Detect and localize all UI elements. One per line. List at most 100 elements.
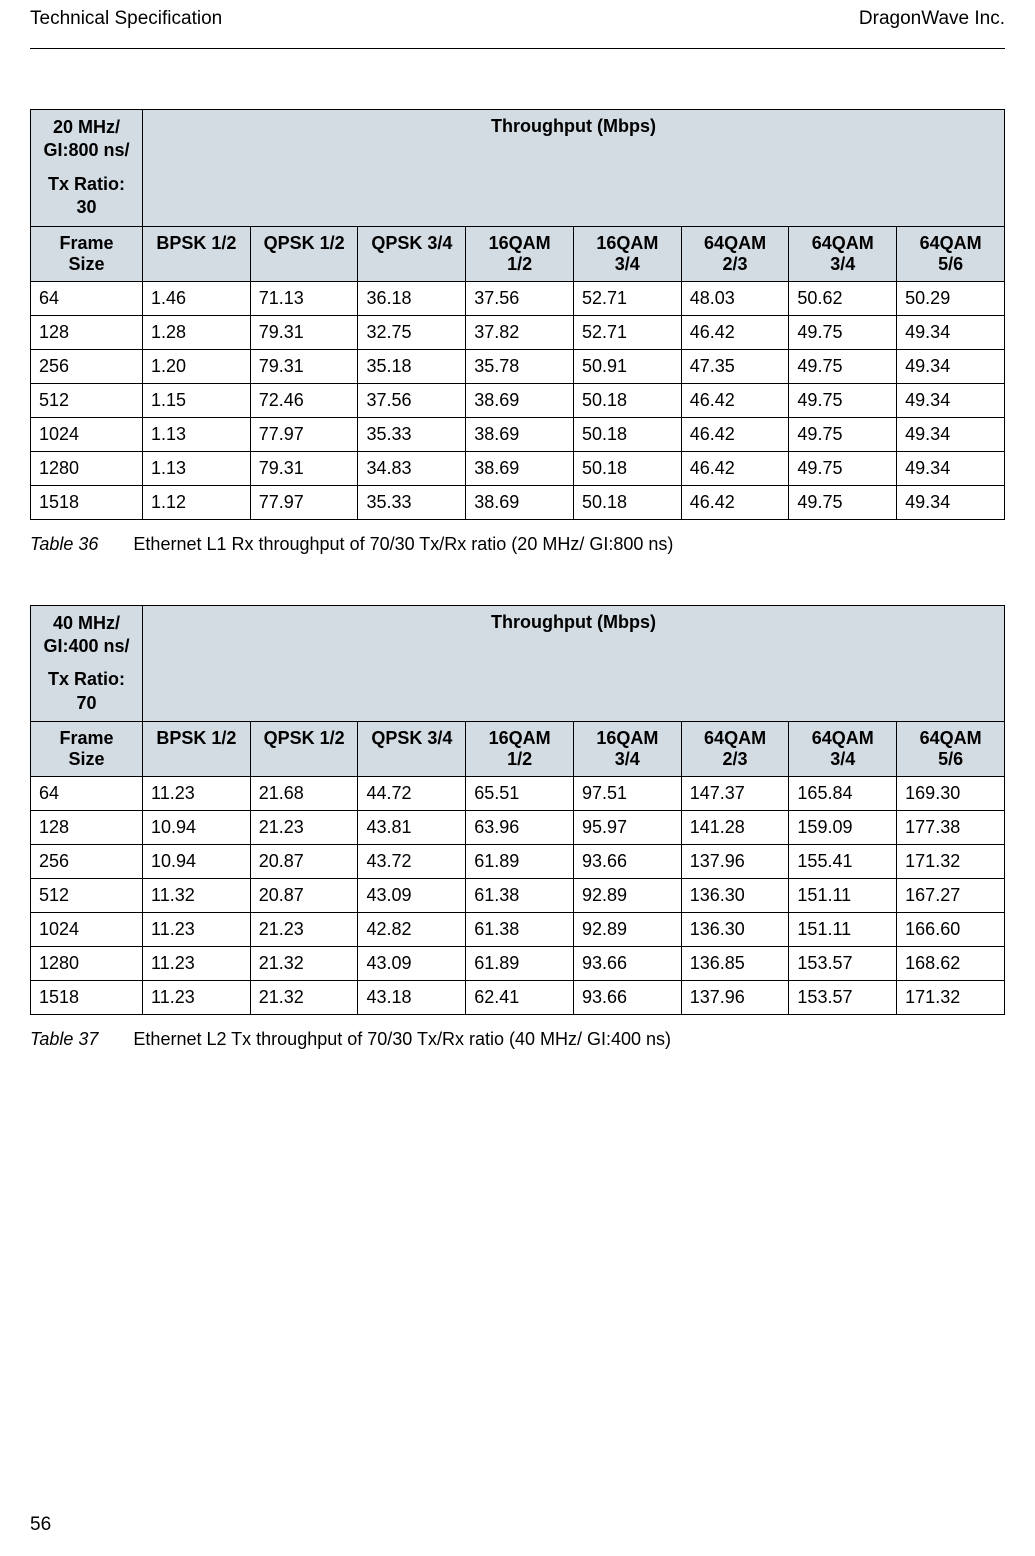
table-cell: 165.84 [789, 777, 897, 811]
table-cell: 20.87 [250, 879, 358, 913]
col-header: 64QAM 2/3 [681, 722, 789, 777]
table-row: 12810.9421.2343.8163.9695.97141.28159.09… [31, 811, 1005, 845]
table-cell: 147.37 [681, 777, 789, 811]
table-cell: 49.34 [897, 383, 1005, 417]
table-cell: 35.33 [358, 417, 466, 451]
table-37-caption: Table 37 Ethernet L2 Tx throughput of 70… [30, 1029, 1005, 1050]
col-header: QPSK 1/2 [250, 226, 358, 281]
table-cell: 36.18 [358, 281, 466, 315]
table-cell: 43.18 [358, 981, 466, 1015]
table-cell: 11.23 [143, 947, 251, 981]
table-36: 20 MHz/ GI:800 ns/ Tx Ratio: 30 Throughp… [30, 109, 1005, 520]
caption-label: Table 37 [30, 1029, 98, 1049]
table-cell: 32.75 [358, 315, 466, 349]
table-36-caption: Table 36 Ethernet L1 Rx throughput of 70… [30, 534, 1005, 555]
col-header: 64QAM 3/4 [789, 226, 897, 281]
table-cell: 43.09 [358, 879, 466, 913]
table-cell: 21.23 [250, 913, 358, 947]
col-header: 16QAM 1/2 [466, 722, 574, 777]
col-header: QPSK 3/4 [358, 722, 466, 777]
table-cell: 49.34 [897, 451, 1005, 485]
table-cell: 256 [31, 845, 143, 879]
col-header: 16QAM 3/4 [573, 226, 681, 281]
table-cell: 50.18 [573, 383, 681, 417]
header-rule [30, 48, 1005, 49]
table-cell: 50.62 [789, 281, 897, 315]
caption-text: Ethernet L1 Rx throughput of 70/30 Tx/Rx… [133, 534, 673, 554]
table-cell: 167.27 [897, 879, 1005, 913]
table-cell: 153.57 [789, 947, 897, 981]
table-cell: 1.20 [143, 349, 251, 383]
table-cell: 38.69 [466, 451, 574, 485]
table-cell: 49.34 [897, 315, 1005, 349]
table-cell: 512 [31, 879, 143, 913]
table-cell: 1.13 [143, 451, 251, 485]
table-cell: 136.85 [681, 947, 789, 981]
col-header: 16QAM 1/2 [466, 226, 574, 281]
table-cell: 77.97 [250, 485, 358, 519]
col-header: 64QAM 3/4 [789, 722, 897, 777]
table-cell: 97.51 [573, 777, 681, 811]
page-number: 56 [30, 1514, 51, 1536]
table-cell: 46.42 [681, 485, 789, 519]
table-cell: 64 [31, 281, 143, 315]
table-row: 2561.2079.3135.1835.7850.9147.3549.7549.… [31, 349, 1005, 383]
table-row: 5121.1572.4637.5638.6950.1846.4249.7549.… [31, 383, 1005, 417]
table-cell: 50.18 [573, 451, 681, 485]
col-header: 64QAM 2/3 [681, 226, 789, 281]
table-cell: 151.11 [789, 879, 897, 913]
col-header: 64QAM 5/6 [897, 226, 1005, 281]
table-cell: 37.56 [358, 383, 466, 417]
table-cell: 128 [31, 811, 143, 845]
table-cell: 65.51 [466, 777, 574, 811]
table-cell: 64 [31, 777, 143, 811]
table-cell: 46.42 [681, 451, 789, 485]
table-cell: 77.97 [250, 417, 358, 451]
table-row: 25610.9420.8743.7261.8993.66137.96155.41… [31, 845, 1005, 879]
table-row: 128011.2321.3243.0961.8993.66136.85153.5… [31, 947, 1005, 981]
table-cell: 50.18 [573, 417, 681, 451]
table-37: 40 MHz/ GI:400 ns/ Tx Ratio: 70 Throughp… [30, 605, 1005, 1016]
table-cell: 49.75 [789, 417, 897, 451]
table-cell: 61.38 [466, 879, 574, 913]
table-cell: 20.87 [250, 845, 358, 879]
table-cell: 47.35 [681, 349, 789, 383]
table-cell: 153.57 [789, 981, 897, 1015]
table-cell: 61.89 [466, 947, 574, 981]
header-left: Technical Specification [30, 8, 222, 30]
table-cell: 10.94 [143, 811, 251, 845]
col-header: Frame Size [31, 226, 143, 281]
table-cell: 95.97 [573, 811, 681, 845]
table-cell: 136.30 [681, 879, 789, 913]
table-cell: 512 [31, 383, 143, 417]
table-cell: 11.23 [143, 777, 251, 811]
table-cell: 63.96 [466, 811, 574, 845]
caption-text: Ethernet L2 Tx throughput of 70/30 Tx/Rx… [133, 1029, 671, 1049]
table-cell: 38.69 [466, 485, 574, 519]
table-row: 6411.2321.6844.7265.5197.51147.37165.841… [31, 777, 1005, 811]
table-cell: 168.62 [897, 947, 1005, 981]
table-cell: 35.33 [358, 485, 466, 519]
table-row: 51211.3220.8743.0961.3892.89136.30151.11… [31, 879, 1005, 913]
table-cell: 52.71 [573, 281, 681, 315]
table-cell: 1.13 [143, 417, 251, 451]
table-cell: 1.46 [143, 281, 251, 315]
span-header: Throughput (Mbps) [143, 605, 1005, 722]
caption-label: Table 36 [30, 534, 98, 554]
table-row: 10241.1377.9735.3338.6950.1846.4249.7549… [31, 417, 1005, 451]
table-cell: 11.23 [143, 913, 251, 947]
table-cell: 62.41 [466, 981, 574, 1015]
page-header: Technical Specification DragonWave Inc. [30, 0, 1005, 48]
table-cell: 159.09 [789, 811, 897, 845]
table-cell: 35.78 [466, 349, 574, 383]
table-cell: 137.96 [681, 981, 789, 1015]
corner-line2: Tx Ratio: 30 [39, 173, 134, 220]
table-cell: 177.38 [897, 811, 1005, 845]
table-row: 641.4671.1336.1837.5652.7148.0350.6250.2… [31, 281, 1005, 315]
col-header: BPSK 1/2 [143, 226, 251, 281]
table-cell: 37.82 [466, 315, 574, 349]
table-cell: 1.12 [143, 485, 251, 519]
page: Technical Specification DragonWave Inc. … [0, 0, 1035, 1556]
corner-line2: Tx Ratio: 70 [39, 668, 134, 715]
table-cell: 43.81 [358, 811, 466, 845]
